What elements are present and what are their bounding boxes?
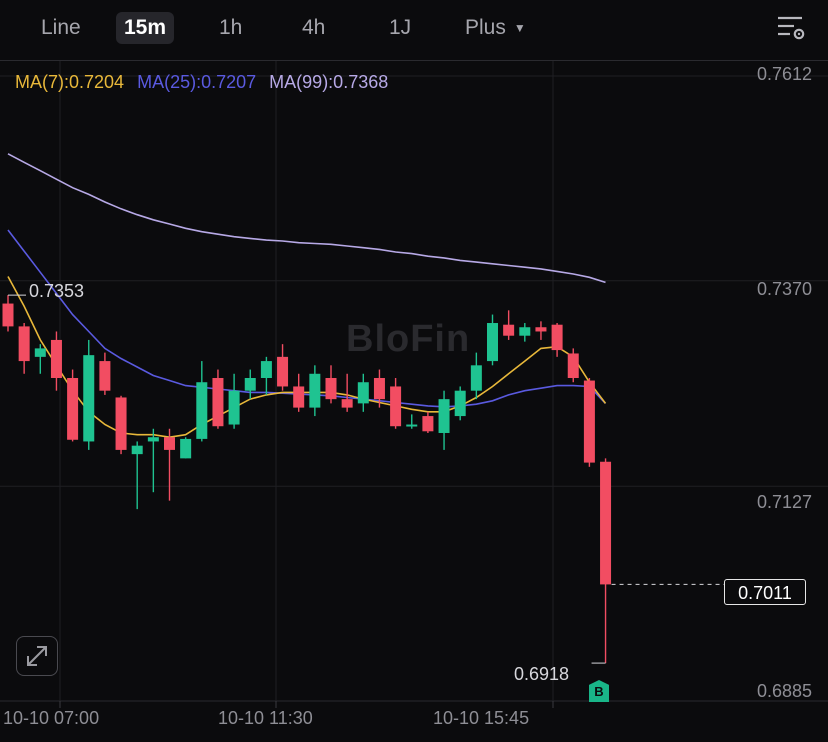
candle-body (180, 438, 192, 459)
candle-body (228, 390, 240, 425)
tab-1j[interactable]: 1J (389, 16, 412, 39)
candle-body (83, 355, 95, 442)
ma25-legend: MA(25):0.7207 (137, 72, 257, 92)
ma25-line (7, 229, 607, 408)
candle-body (325, 378, 337, 400)
candle-body (373, 378, 385, 400)
candle-body (99, 361, 111, 391)
candle-body (2, 303, 14, 327)
candle-body (600, 461, 612, 585)
candle-body (454, 390, 466, 417)
candle-body (503, 324, 515, 336)
y-axis-label: 0.6885 (756, 681, 812, 701)
tab-plus-label: Plus (465, 16, 506, 39)
interval-toolbar: Line 15m 1h 4h 1J Plus ▼ (0, 0, 828, 58)
x-axis-label: 10-10 11:30 (218, 708, 313, 728)
candle-body (196, 382, 208, 439)
candle-body (357, 382, 369, 404)
candle-body (50, 339, 62, 379)
x-axis-label: 10-10 15:45 (433, 708, 530, 728)
chart-settings-button[interactable] (776, 14, 806, 42)
y-axis-label: 0.7612 (756, 64, 812, 84)
y-axis-label: 0.7370 (756, 279, 812, 299)
candle-body (390, 386, 402, 427)
ma7-legend: MA(7):0.7204 (15, 72, 125, 92)
x-axis-label: 10-10 07:00 (3, 708, 100, 728)
candle-body (487, 323, 498, 362)
tab-1h[interactable]: 1h (219, 16, 243, 39)
toolbar-divider (0, 60, 828, 61)
candle-body (567, 353, 579, 379)
y-axis-label: 0.7127 (756, 492, 812, 512)
candle-body (293, 386, 305, 408)
candle-body (244, 378, 256, 391)
candle-body (277, 356, 289, 387)
candle-body (406, 424, 418, 427)
candle-body (115, 397, 127, 450)
ma-legend: MA(7):0.7204 MA(25):0.7207 MA(99):0.7368 (15, 72, 396, 93)
watermark-logo: BloFin (346, 318, 471, 360)
candle-body (470, 365, 482, 391)
tab-plus-dropdown[interactable]: Plus ▼ (465, 12, 526, 44)
chart-settings-icon (778, 16, 805, 40)
candle-body (341, 399, 353, 408)
candle-body (131, 445, 143, 455)
candle-body (519, 327, 531, 336)
last-price-marker: 0.7011 (724, 579, 806, 605)
expand-icon (27, 646, 47, 666)
candle-body (438, 399, 450, 433)
high-price-label: 0.7353 (29, 281, 85, 301)
candle-body (18, 326, 30, 362)
candle-body (422, 416, 434, 432)
candle-body (309, 373, 321, 408)
candle-body (535, 327, 547, 332)
candle-body (212, 378, 224, 427)
candle-body (34, 348, 46, 357)
ma99-legend: MA(99):0.7368 (269, 72, 389, 92)
candle-body (67, 378, 79, 440)
caret-down-icon: ▼ (513, 21, 526, 35)
candle-body (551, 324, 563, 351)
tab-4h[interactable]: 4h (302, 16, 326, 39)
ma7-line (7, 276, 607, 439)
candle-body (147, 437, 159, 442)
tab-15m[interactable]: 15m (116, 12, 175, 44)
ma99-line (7, 153, 606, 284)
low-price-label: 0.6918 (514, 664, 570, 684)
tab-line[interactable]: Line (41, 16, 81, 39)
buy-marker-badge[interactable]: B (589, 680, 609, 702)
candle-body (164, 437, 175, 450)
candle-body (260, 361, 272, 379)
candle-body (583, 380, 595, 463)
expand-button[interactable] (16, 636, 58, 676)
